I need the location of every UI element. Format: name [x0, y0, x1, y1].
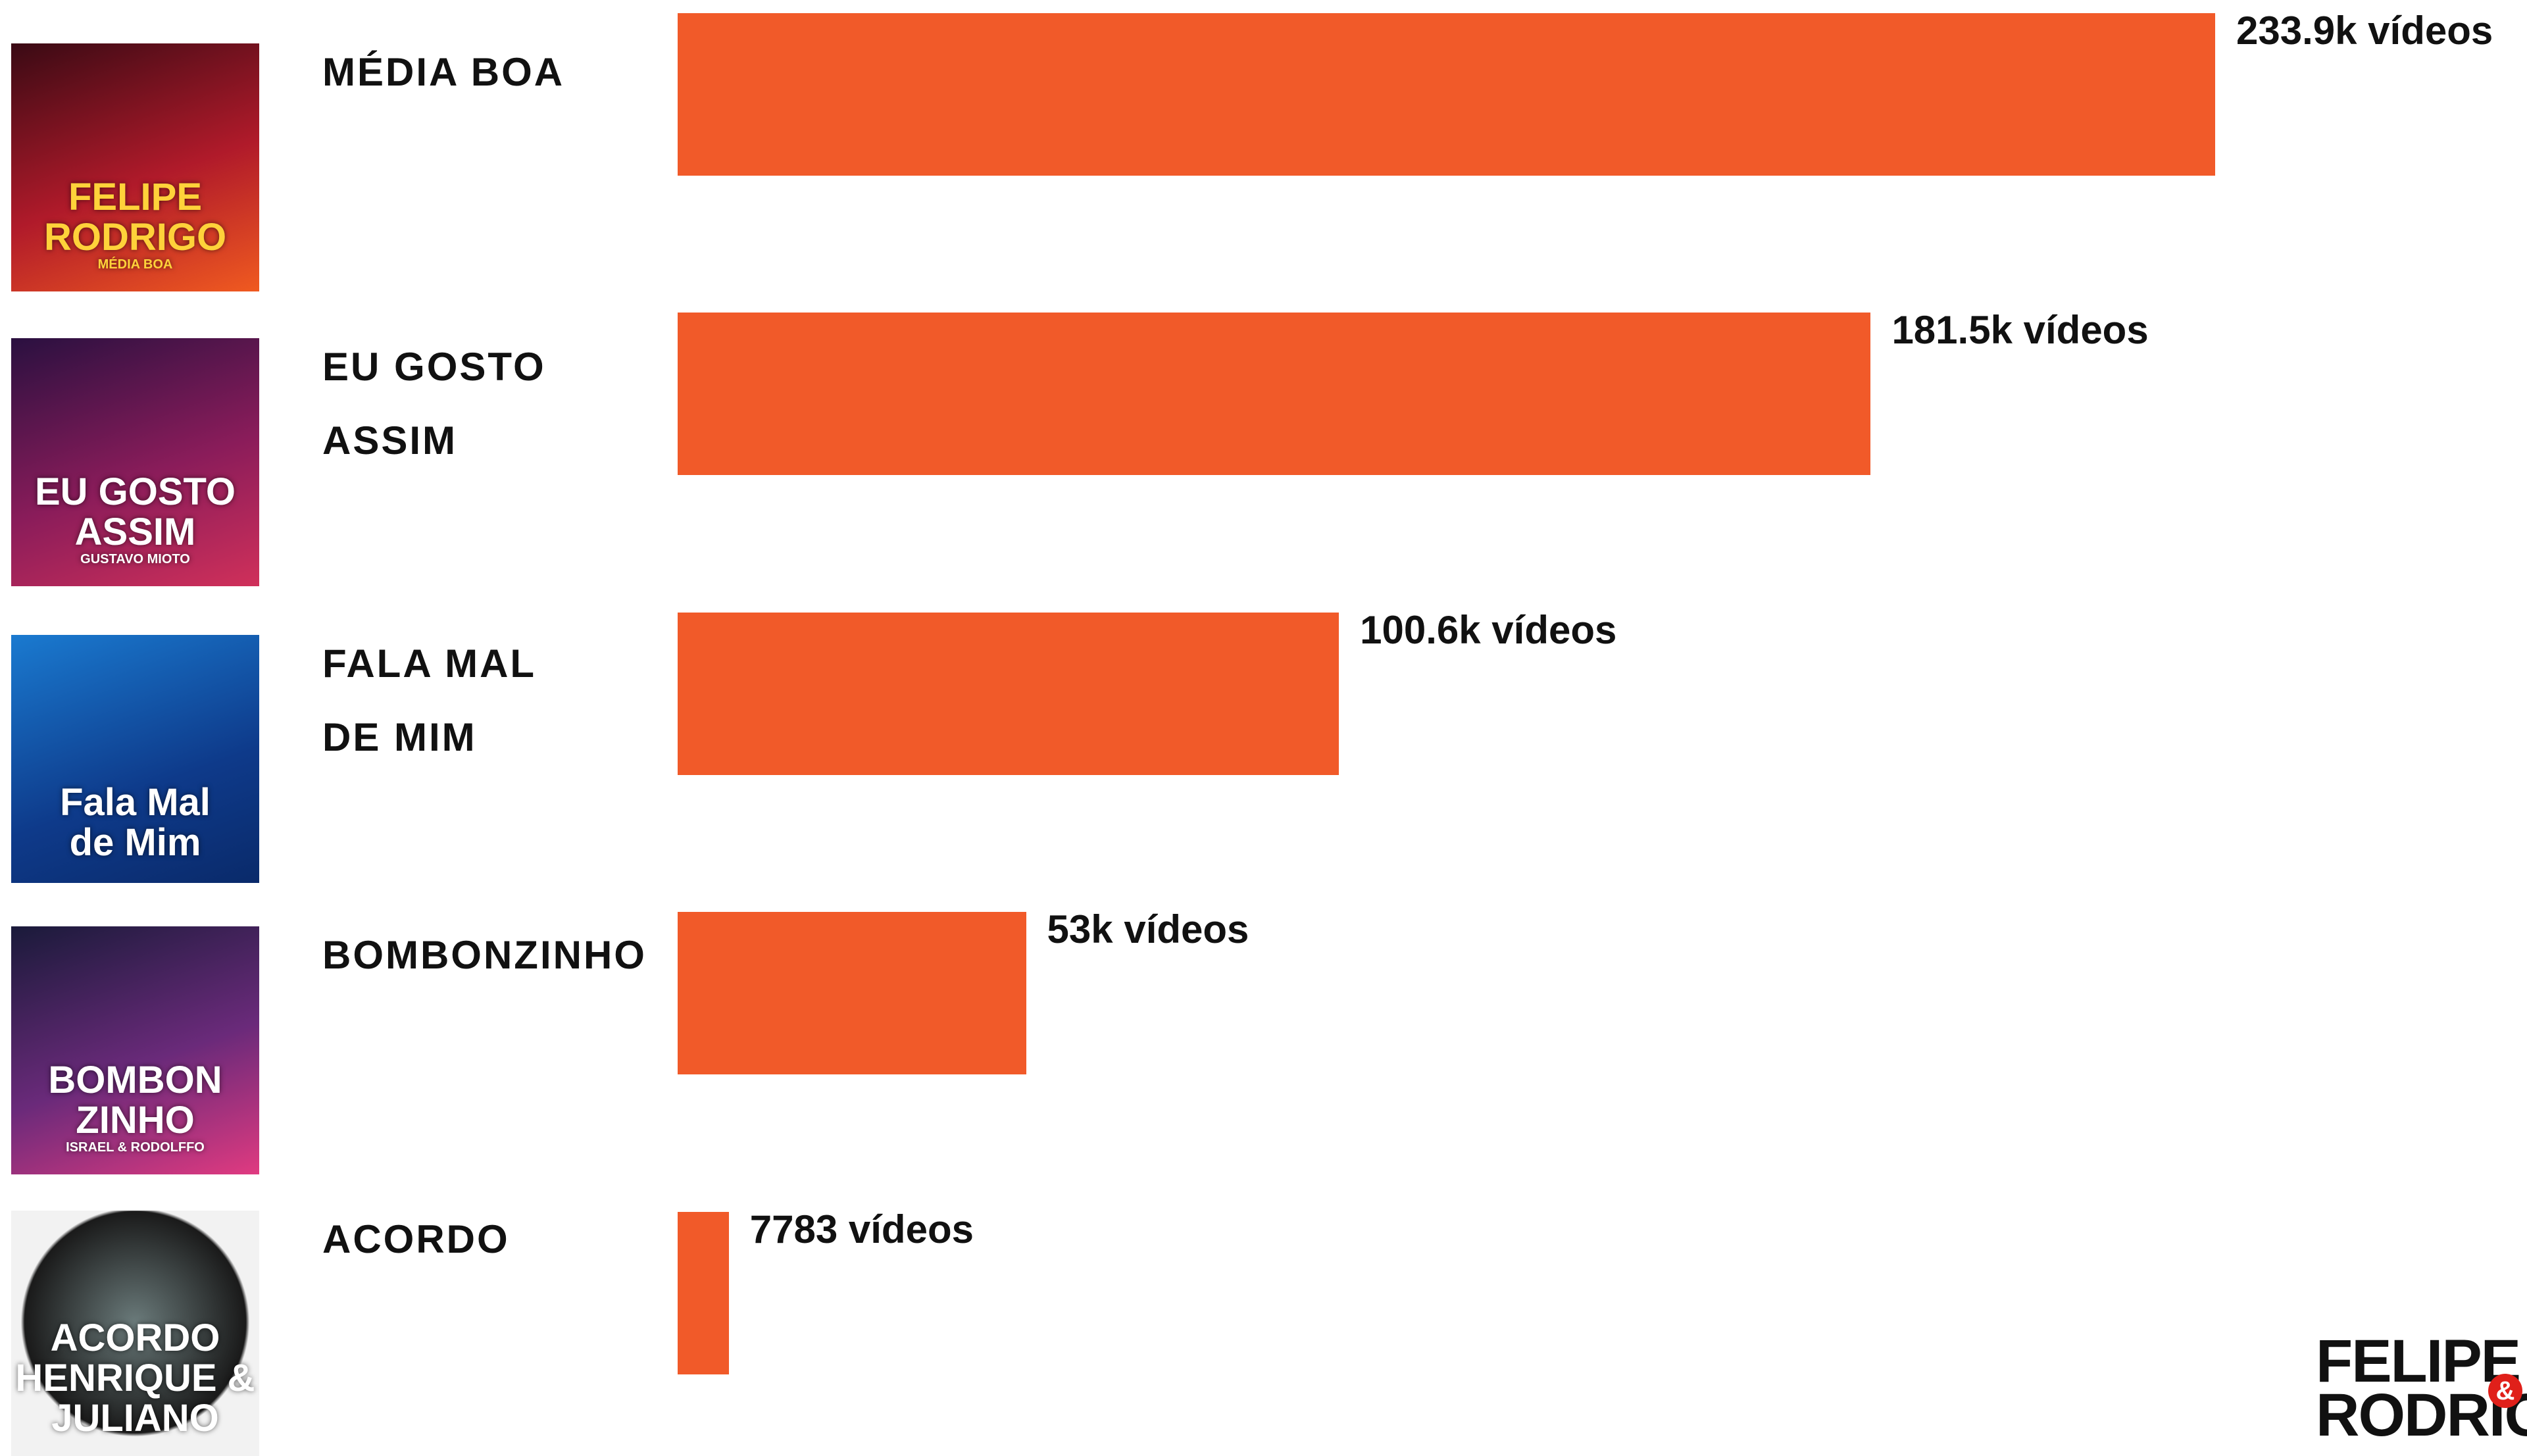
bar [678, 13, 2215, 176]
category-label: MÉDIA BOA [322, 50, 565, 94]
cover-text: RODRIGO [43, 216, 227, 259]
category-label: EU GOSTO ASSIM [322, 345, 546, 463]
value-label: 7783 vídeos [749, 1207, 974, 1251]
album-cover: Fala Mal de Mim [11, 635, 259, 883]
album-cover: ACORDO HENRIQUE & JULIANO [11, 1211, 259, 1456]
cover-text: de Mim [69, 821, 201, 865]
album-cover: BOMBON ZINHO ISRAEL & RODOLFFO [11, 926, 259, 1174]
value-label: 53k vídeos [1047, 907, 1249, 951]
category-label: ACORDO [322, 1217, 510, 1261]
category-label: BOMBONZINHO [322, 933, 647, 977]
cover-text: Fala Mal [60, 781, 211, 824]
cover-text: EU GOSTO [34, 470, 236, 514]
cover-text: ISRAEL & RODOLFFO [66, 1140, 205, 1155]
cover-text: HENRIQUE & JULIANO [15, 1357, 255, 1440]
cover-text: GUSTAVO MIOTO [80, 552, 190, 566]
bar [678, 912, 1026, 1074]
cover-text: ASSIM [74, 511, 196, 554]
bar [678, 613, 1339, 775]
album-cover: EU GOSTO ASSIM GUSTAVO MIOTO [11, 338, 259, 586]
logo-text: FELIPE [2316, 1328, 2521, 1395]
cover-text: ZINHO [76, 1099, 195, 1142]
cover-text: ACORDO [50, 1317, 220, 1360]
bar [678, 313, 1871, 475]
value-label: 100.6k vídeos [1360, 608, 1617, 652]
bar [678, 1212, 729, 1374]
value-label: 181.5k vídeos [1891, 308, 2149, 352]
category-label: FALA MAL DE MIM [322, 641, 537, 759]
cover-text: BOMBON [48, 1059, 222, 1102]
album-cover: FELIPE RODRIGO MÉDIA BOA [11, 43, 259, 291]
cover-text: MÉDIA BOA [97, 257, 173, 272]
cover-text: FELIPE [68, 176, 203, 219]
logo-amp: & [2488, 1374, 2522, 1408]
value-label: 233.9k vídeos [2236, 9, 2493, 53]
